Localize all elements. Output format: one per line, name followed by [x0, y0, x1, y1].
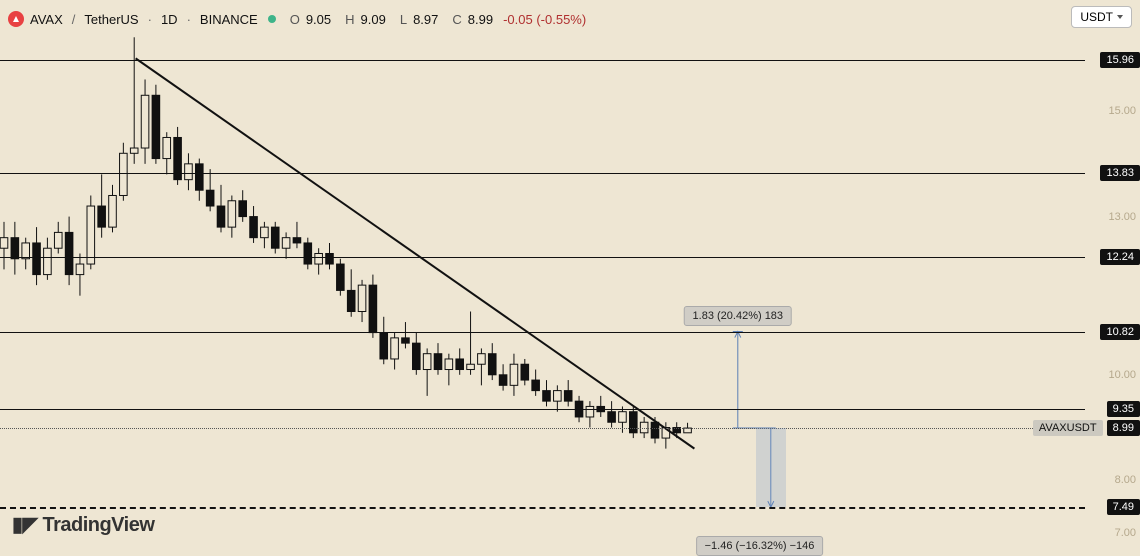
chart-header: AVAX / TetherUS · 1D · BINANCE O 9.05 H 9.…	[8, 8, 1132, 30]
horizontal-level-line[interactable]	[0, 409, 1085, 410]
quote-currency-label: USDT	[1080, 10, 1113, 24]
horizontal-level-label: 13.83	[1100, 165, 1140, 181]
candles-svg	[0, 32, 1085, 533]
horizontal-level-label: 10.82	[1100, 324, 1140, 340]
chevron-down-icon	[1117, 15, 1123, 19]
price-tick: 10.00	[1108, 369, 1136, 381]
horizontal-level-line[interactable]	[0, 60, 1085, 61]
separator: ·	[187, 12, 191, 27]
horizontal-level-label: 9.35	[1107, 401, 1140, 417]
horizontal-level-line[interactable]	[0, 332, 1085, 333]
horizontal-level-label: 15.96	[1100, 52, 1140, 68]
horizontal-level-line[interactable]	[0, 257, 1085, 258]
price-tick: 15.00	[1108, 105, 1136, 117]
quote-currency-button[interactable]: USDT	[1071, 6, 1132, 28]
open-value: 9.05	[306, 12, 331, 27]
separator: /	[72, 12, 76, 27]
measure-annotation-up: 1.83 (20.42%) 183	[684, 306, 793, 326]
price-tick: 13.00	[1108, 211, 1136, 223]
separator: ·	[148, 12, 152, 27]
exchange: BINANCE	[200, 12, 258, 27]
open-label: O	[290, 12, 300, 27]
close-value: 8.99	[468, 12, 493, 27]
measure-annotation-down: −1.46 (−16.32%) −146	[696, 536, 824, 556]
current-price-label: AVAXUSDT8.99	[1033, 420, 1140, 436]
price-tick: 8.00	[1115, 474, 1136, 486]
horizontal-level-line[interactable]	[0, 507, 1085, 509]
price-tick: 7.00	[1115, 527, 1136, 539]
high-label: H	[345, 12, 354, 27]
horizontal-level-label: 7.49	[1107, 499, 1140, 515]
avax-logo-icon	[8, 11, 24, 27]
measure-zone-down[interactable]	[756, 428, 786, 507]
horizontal-level-label: 12.24	[1100, 249, 1140, 265]
trendline	[136, 58, 695, 448]
chart-area[interactable]: 1.83 (20.42%) 183−1.46 (−16.32%) −146	[0, 32, 1085, 533]
current-price-line	[0, 428, 1085, 429]
low-value: 8.97	[413, 12, 438, 27]
timeframe[interactable]: 1D	[161, 12, 178, 27]
high-value: 9.09	[361, 12, 386, 27]
symbol-left[interactable]: AVAX	[30, 12, 63, 27]
horizontal-level-line[interactable]	[0, 173, 1085, 174]
tradingview-watermark: ▮◤ TradingView	[12, 512, 154, 537]
close-label: C	[452, 12, 461, 27]
delta-value: -0.05 (-0.55%)	[503, 12, 586, 27]
low-label: L	[400, 12, 407, 27]
status-dot-icon	[268, 15, 276, 23]
price-axis: 15.0013.0010.008.007.0015.9613.8312.2410…	[1085, 32, 1140, 533]
symbol-right: TetherUS	[84, 12, 138, 27]
